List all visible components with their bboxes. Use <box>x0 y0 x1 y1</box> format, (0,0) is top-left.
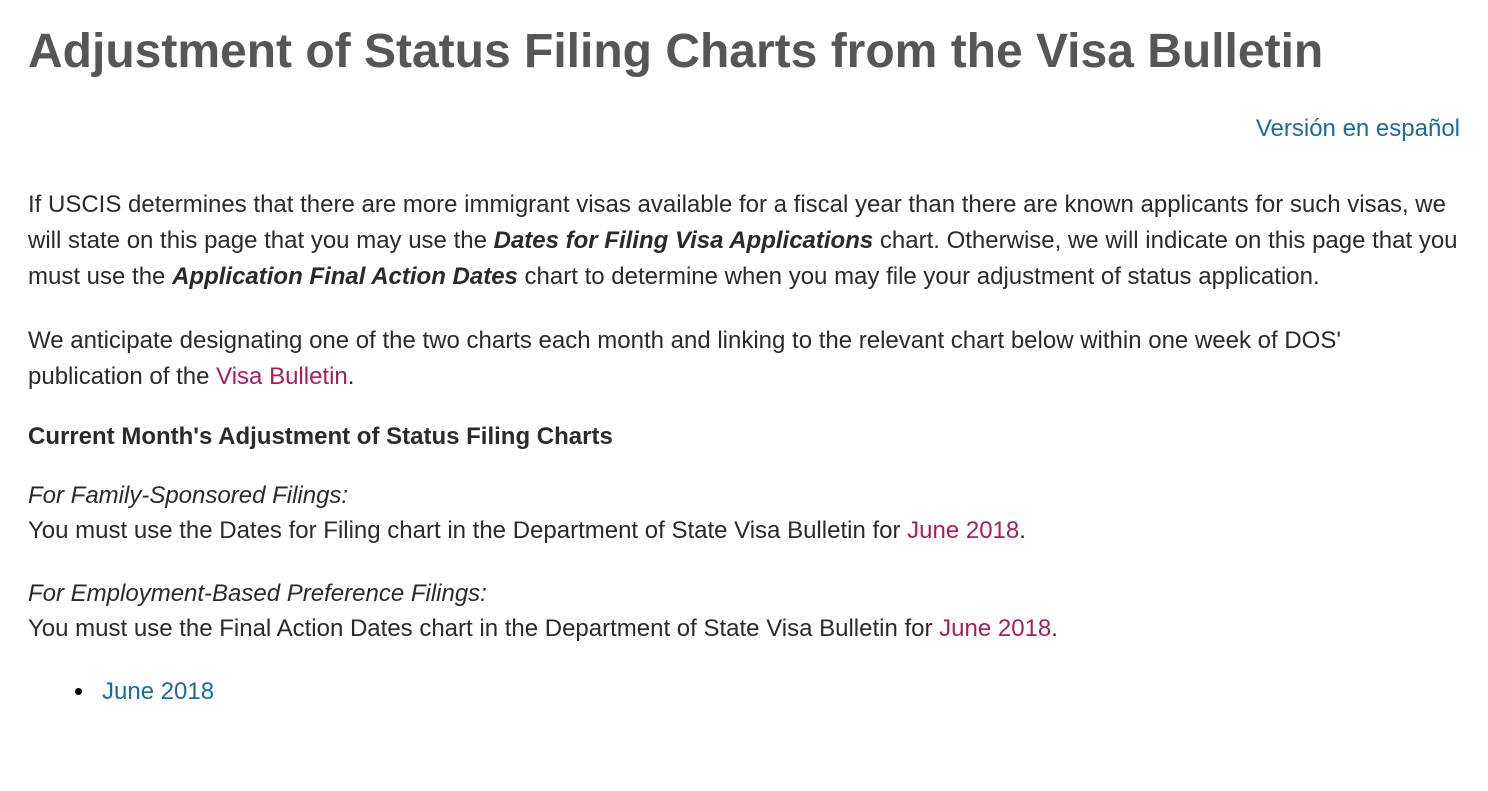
family-sponsored-text: You must use the Dates for Filing chart … <box>28 514 1460 549</box>
intro-paragraph-2: We anticipate designating one of the two… <box>28 323 1460 395</box>
employment-based-text: You must use the Final Action Dates char… <box>28 612 1460 647</box>
language-link-row: Versión en español <box>28 115 1460 143</box>
family-sponsored-label: For Family-Sponsored Filings: <box>28 479 1460 514</box>
list-item: June 2018 <box>96 674 1460 710</box>
text: You must use the Final Action Dates char… <box>28 615 939 642</box>
visa-bulletin-link[interactable]: Visa Bulletin <box>216 363 348 390</box>
employment-based-block: For Employment-Based Preference Filings:… <box>28 577 1460 647</box>
text: . <box>348 363 355 390</box>
text: You must use the Dates for Filing chart … <box>28 517 907 544</box>
employment-based-label: For Employment-Based Preference Filings: <box>28 577 1460 612</box>
spanish-version-link[interactable]: Versión en español <box>1256 115 1460 142</box>
text: . <box>1051 615 1058 642</box>
page-title: Adjustment of Status Filing Charts from … <box>28 24 1460 79</box>
text: chart to determine when you may file you… <box>518 263 1320 290</box>
family-june-2018-link[interactable]: June 2018 <box>907 517 1019 544</box>
bulletin-month-list: June 2018 <box>28 674 1460 710</box>
intro-paragraph-1: If USCIS determines that there are more … <box>28 187 1460 295</box>
family-sponsored-block: For Family-Sponsored Filings: You must u… <box>28 479 1460 549</box>
text: . <box>1019 517 1026 544</box>
employment-june-2018-link[interactable]: June 2018 <box>939 615 1051 642</box>
chart-name-filing: Dates for Filing Visa Applications <box>494 227 874 254</box>
bulletin-june-2018-link[interactable]: June 2018 <box>102 678 214 705</box>
chart-name-final-action: Application Final Action Dates <box>172 263 518 290</box>
section-heading: Current Month's Adjustment of Status Fil… <box>28 423 1460 451</box>
